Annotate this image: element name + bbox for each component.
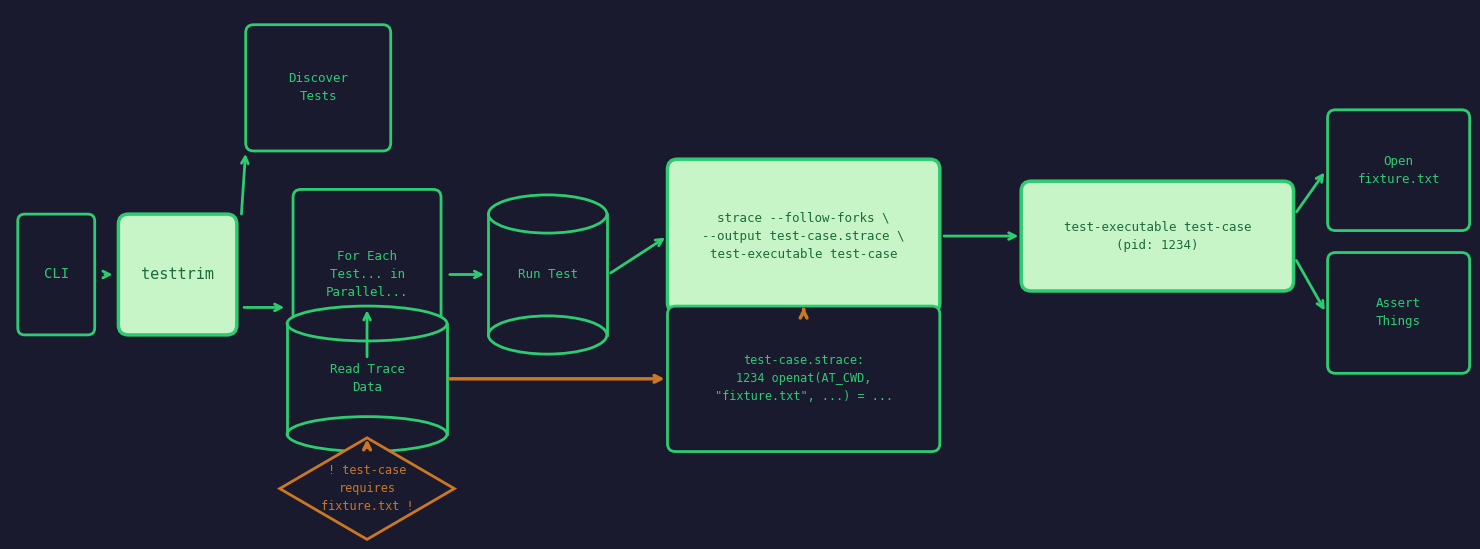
Bar bbox=[488, 214, 607, 335]
Ellipse shape bbox=[488, 316, 607, 354]
Text: Open
fixture.txt: Open fixture.txt bbox=[1357, 155, 1440, 186]
FancyBboxPatch shape bbox=[667, 159, 940, 313]
Text: Read Trace
Data: Read Trace Data bbox=[330, 363, 404, 394]
Text: ! test-case
requires
fixture.txt !: ! test-case requires fixture.txt ! bbox=[321, 464, 413, 513]
Text: test-executable test-case
(pid: 1234): test-executable test-case (pid: 1234) bbox=[1064, 221, 1251, 251]
FancyBboxPatch shape bbox=[1328, 110, 1470, 231]
Ellipse shape bbox=[287, 417, 447, 451]
FancyBboxPatch shape bbox=[293, 189, 441, 360]
Text: testtrim: testtrim bbox=[141, 267, 215, 282]
FancyBboxPatch shape bbox=[1021, 181, 1294, 291]
Ellipse shape bbox=[488, 195, 607, 233]
Ellipse shape bbox=[287, 306, 447, 341]
FancyBboxPatch shape bbox=[118, 214, 237, 335]
Text: CLI: CLI bbox=[44, 267, 68, 282]
Bar bbox=[287, 323, 447, 434]
Text: Assert
Things: Assert Things bbox=[1376, 298, 1421, 328]
Polygon shape bbox=[280, 438, 454, 539]
Text: strace --follow-forks \
--output test-case.strace \
test-executable test-case: strace --follow-forks \ --output test-ca… bbox=[703, 211, 904, 261]
Text: For Each
Test... in
Parallel...: For Each Test... in Parallel... bbox=[326, 250, 408, 299]
FancyBboxPatch shape bbox=[667, 306, 940, 451]
Text: Run Test: Run Test bbox=[518, 268, 577, 281]
FancyBboxPatch shape bbox=[246, 25, 391, 151]
FancyBboxPatch shape bbox=[1328, 253, 1470, 373]
FancyBboxPatch shape bbox=[18, 214, 95, 335]
Text: test-case.strace:
1234 openat(AT_CWD,
"fixture.txt", ...) = ...: test-case.strace: 1234 openat(AT_CWD, "f… bbox=[715, 354, 892, 404]
Text: Discover
Tests: Discover Tests bbox=[289, 72, 348, 103]
